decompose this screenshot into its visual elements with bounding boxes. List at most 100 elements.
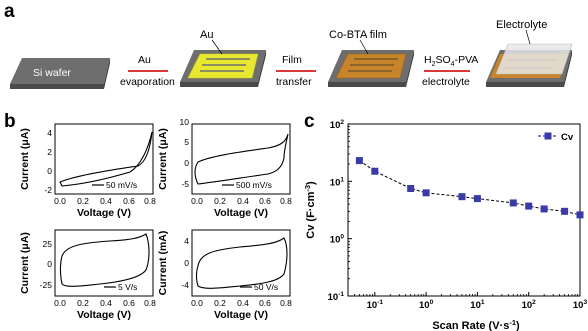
y-tick-label: 101 (330, 176, 345, 188)
cv-plot-50mv: Current (μA) -2 0 2 4 50 mV/s 0.0 0.2 0.… (19, 123, 156, 219)
x-tick-label: 100 (419, 299, 434, 311)
y-tick: -2 (44, 185, 52, 195)
x-tick: 0.4 (100, 298, 112, 308)
cv-plot-50vs: Current (mA) -4 0 4 50 V/s 0.0 0.2 0.4 0… (157, 229, 292, 321)
y-tick: 0 (47, 166, 52, 176)
y-tick: 4 (184, 236, 189, 246)
y-tick: 25 (43, 239, 53, 249)
legend-marker (544, 132, 552, 140)
cv-plot-500mv: Current (μA) -5 0 5 10 500 mV/s 0.0 0.2 … (157, 117, 292, 219)
y-tick: 4 (47, 128, 52, 138)
data-point (458, 193, 466, 201)
arrow-1-top: Au (138, 54, 151, 66)
x-tick-label: 101 (470, 299, 485, 311)
y-axis-label: Cv (F·cm-3) (303, 181, 317, 239)
co-bta-label: Co-BTA film (329, 29, 387, 41)
x-tick: 0.2 (214, 298, 226, 308)
si-wafer-label: Si wafer (33, 67, 71, 79)
x-tick: 0.0 (54, 196, 66, 206)
data-point (371, 167, 379, 175)
data-point (525, 202, 533, 210)
x-tick-label: 10-1 (367, 299, 384, 311)
y-tick: 10 (180, 117, 190, 127)
au-electrode-wafer: Au (180, 29, 266, 87)
arrow-3-bottom: electrolyte (422, 76, 470, 88)
y-tick: 0 (184, 158, 189, 168)
plot-frame (347, 123, 581, 297)
axis-ticks: 10-1 100 101 102 103 10-1 100 101 102 (328, 119, 588, 311)
x-axis-label: Voltage (V) (77, 207, 131, 219)
y-tick-label: 102 (330, 119, 345, 131)
data-point (407, 184, 415, 192)
panel-c-chart: c 10-1 100 101 102 103 10-1 100 101 102 Cv Cv (F… (303, 111, 588, 331)
panel-b-letter: b (4, 111, 16, 132)
y-tick-label: 10-1 (328, 291, 345, 303)
cv-plot-5vs: Current (μA) -25 0 25 5 V/s 0.0 0.2 0.4 … (19, 229, 156, 321)
x-tick: 0.8 (280, 196, 292, 206)
y-axis-label: Current (μA) (19, 232, 31, 294)
y-tick-label: 100 (330, 234, 345, 246)
co-bta-film-wafer: Co-BTA film (328, 29, 414, 87)
panel-b-cv-curves: b Current (μA) -2 0 2 4 50 mV/s 0.0 0.2 … (4, 111, 292, 321)
x-tick: 0.2 (214, 196, 226, 206)
x-axis-label: Voltage (V) (77, 309, 131, 321)
y-tick: -4 (181, 280, 189, 290)
x-tick: 0.8 (144, 196, 156, 206)
arrow-2-top: Film (282, 54, 302, 66)
x-tick: 0.0 (191, 196, 203, 206)
x-tick-label: 102 (522, 299, 537, 311)
cv-curve (59, 131, 153, 187)
data-point (540, 205, 548, 213)
electrolyte-device: Electrolyte (486, 19, 573, 87)
x-axis-label: Scan Rate (V·s-1) (432, 318, 520, 331)
y-axis-label: Current (μA) (157, 128, 169, 190)
x-tick: 0.8 (144, 298, 156, 308)
panel-c-letter: c (304, 111, 315, 132)
data-point (473, 195, 481, 203)
scan-rate-label: 50 V/s (254, 282, 278, 292)
data-point (561, 207, 569, 215)
x-tick: 0.4 (237, 298, 249, 308)
x-tick: 0.8 (280, 298, 292, 308)
x-tick: 0.6 (259, 196, 271, 206)
au-label: Au (200, 29, 213, 41)
data-point (509, 199, 517, 207)
scan-rate-label: 50 mV/s (106, 180, 137, 190)
x-tick-label: 103 (573, 299, 588, 311)
arrow-2-bottom: transfer (276, 76, 312, 88)
x-tick: 0.0 (191, 298, 203, 308)
arrow-3-top: H2SO4-PVA (424, 54, 478, 68)
x-tick: 0.6 (123, 196, 135, 206)
si-wafer: Si wafer (10, 58, 110, 89)
x-tick: 0.6 (259, 298, 271, 308)
x-axis-label: Voltage (V) (214, 309, 268, 321)
cv-curve (59, 233, 150, 287)
data-point (422, 189, 430, 197)
y-tick: 2 (47, 147, 52, 157)
y-tick: 5 (184, 137, 189, 147)
cv-curve (194, 133, 289, 185)
panel-a-letter: a (4, 1, 15, 22)
x-tick: 0.4 (237, 196, 249, 206)
cv-curve (195, 237, 288, 289)
y-tick: 0 (184, 258, 189, 268)
x-tick: 0.2 (77, 298, 89, 308)
x-tick: 0.0 (54, 298, 66, 308)
y-axis-label: Current (mA) (157, 231, 169, 296)
x-tick: 0.6 (123, 298, 135, 308)
y-tick: -25 (40, 280, 53, 290)
y-axis-label: Current (μA) (19, 128, 31, 190)
x-tick: 0.2 (77, 196, 89, 206)
panel-a-schematic: a Si wafer Au evaporation Au Film transf… (4, 1, 573, 89)
scan-rate-label: 500 mV/s (236, 180, 272, 190)
x-axis-label: Voltage (V) (214, 207, 268, 219)
data-point (355, 157, 363, 165)
data-point (576, 211, 584, 219)
arrow-1-bottom: evaporation (120, 76, 175, 88)
legend: Cv (538, 132, 574, 143)
electrolyte-label: Electrolyte (496, 19, 547, 31)
legend-label: Cv (561, 132, 574, 143)
scan-rate-label: 5 V/s (118, 282, 137, 292)
series-cv (355, 157, 584, 219)
y-tick: 0 (47, 259, 52, 269)
